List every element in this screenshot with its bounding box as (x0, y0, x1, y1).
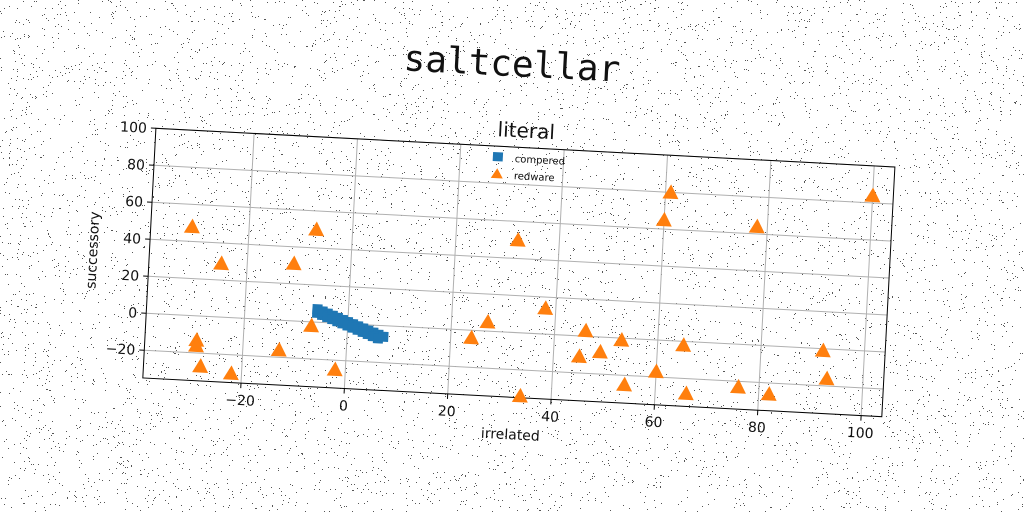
plot-frame (142, 127, 896, 418)
point-redware (818, 370, 835, 386)
point-redware (570, 348, 587, 364)
legend-marker-compered (492, 151, 504, 162)
x-gridline (550, 149, 565, 400)
point-redware (511, 387, 528, 403)
x-tick-label: 40 (541, 409, 560, 426)
y-tick-label: 0 (128, 305, 138, 321)
legend-label-redware: redware (514, 171, 555, 184)
x-tick-label: 20 (437, 403, 456, 420)
legend: compered redware (485, 150, 565, 184)
x-tick-label: 100 (846, 425, 874, 442)
point-redware (326, 361, 343, 377)
point-redware (303, 317, 320, 333)
point-redware (677, 385, 694, 401)
chart-figure: −20 0 20 40 60 80 100 −20 0 20 40 60 80 100 literal … (61, 86, 919, 489)
y-gridline (153, 164, 893, 205)
point-redware (675, 337, 692, 352)
legend-anchor (485, 150, 487, 152)
point-redware (192, 358, 209, 373)
legend-label-compered: compered (514, 154, 565, 168)
point-redware (729, 378, 746, 394)
point-redware (213, 255, 230, 271)
chart-title: literal (497, 117, 555, 144)
point-redware (760, 386, 777, 401)
x-gridline (757, 160, 772, 411)
y-gridline (151, 201, 892, 242)
point-redware (616, 376, 633, 392)
x-tick-label: −20 (225, 392, 255, 410)
y-tick-label: 60 (125, 194, 144, 211)
x-gridline (860, 165, 875, 416)
x-gridline (447, 144, 462, 394)
point-redware (308, 221, 325, 237)
y-gridline (150, 238, 890, 279)
point-redware (613, 332, 630, 347)
y-ticks: −20 0 20 40 60 80 100 (105, 119, 156, 359)
point-redware (655, 211, 672, 227)
point-redware (183, 218, 200, 234)
point-redware (285, 255, 302, 271)
point-redware (577, 322, 594, 338)
point-redware (537, 300, 554, 316)
point-redware (509, 232, 526, 247)
y-tick-label: 40 (123, 231, 142, 248)
y-axis-label: successory (83, 211, 103, 289)
x-gridline (343, 138, 358, 389)
y-tick-label: 80 (127, 157, 146, 174)
legend-marker-redware (490, 168, 503, 179)
y-gridline (146, 312, 886, 353)
point-redware (270, 341, 287, 357)
x-ticks: −20 0 20 40 60 80 100 (225, 383, 874, 442)
y-tick-label: −20 (105, 341, 135, 359)
x-tick-label: 60 (644, 414, 663, 431)
point-redware (222, 365, 239, 381)
point-compered (372, 333, 384, 344)
y-tick-label: 100 (120, 119, 148, 136)
point-redware (662, 184, 679, 200)
point-redware (864, 187, 881, 203)
y-gridline (148, 275, 888, 316)
x-tick-label: 0 (339, 398, 349, 414)
x-axis-label: irrelated (480, 426, 540, 445)
point-redware (748, 218, 765, 234)
point-redware (647, 363, 664, 379)
point-redware (814, 342, 831, 358)
point-redware (188, 337, 204, 353)
y-gridline (144, 349, 884, 390)
x-gridline (240, 133, 255, 384)
point-redware (591, 343, 608, 359)
y-tick-label: 20 (121, 268, 140, 285)
data-marks (183, 184, 881, 403)
x-tick-label: 80 (748, 420, 767, 437)
point-redware (479, 313, 496, 329)
point-redware (463, 329, 480, 345)
